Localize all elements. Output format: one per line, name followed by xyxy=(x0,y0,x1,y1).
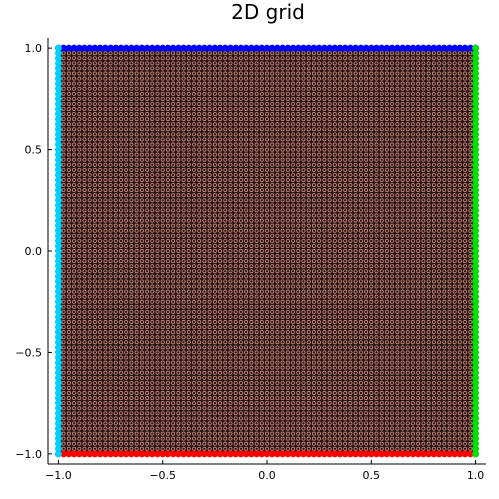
interior-point-markers xyxy=(61,51,473,451)
x-tick-label: 0.5 xyxy=(363,469,381,482)
boundary-points xyxy=(54,44,480,458)
axes xyxy=(47,38,486,465)
x-tick-label: −0.5 xyxy=(149,469,176,482)
y-tick-label: −1.0 xyxy=(15,448,42,461)
y-tick-label: 0.5 xyxy=(25,144,43,157)
x-tick-label: 0.0 xyxy=(258,469,276,482)
boundary-right-point xyxy=(472,44,480,52)
y-tick-label: 0.0 xyxy=(25,245,43,258)
boundary-left-point xyxy=(54,44,62,52)
boundary-right-points xyxy=(472,44,480,458)
chart-title: 2D grid xyxy=(231,0,305,24)
plot-area xyxy=(58,48,476,454)
tick-labels: −1.0 −0.5 0.0 0.5 1.0 −1.0 −0.5 0.0 0.5 1.0 xyxy=(15,42,484,482)
y-tick-label: −0.5 xyxy=(15,346,42,359)
y-tick-label: 1.0 xyxy=(25,42,43,55)
interior-points xyxy=(61,51,473,451)
boundary-bottom-points xyxy=(54,450,480,458)
x-tick-label: 1.0 xyxy=(467,469,485,482)
boundary-left-points xyxy=(54,44,62,458)
boundary-top-points xyxy=(54,44,480,52)
x-tick-label: −1.0 xyxy=(45,469,72,482)
interior-background xyxy=(58,48,476,454)
